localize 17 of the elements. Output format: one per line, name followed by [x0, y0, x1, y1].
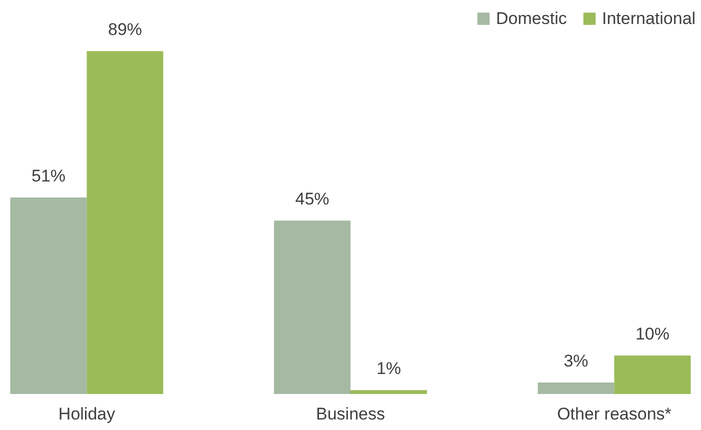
x-tick-label: Business — [316, 404, 385, 424]
bar — [274, 220, 350, 394]
data-label: 89% — [108, 20, 142, 40]
x-tick-label: Holiday — [58, 404, 116, 424]
x-tick-label: Other reasons* — [557, 404, 672, 424]
data-label: 45% — [295, 190, 330, 209]
bar — [538, 382, 614, 394]
data-label: 10% — [635, 324, 670, 344]
legend-label: International — [602, 8, 696, 28]
bar — [350, 390, 427, 394]
data-label: 3% — [564, 351, 588, 370]
data-label: 51% — [32, 166, 66, 186]
bar — [10, 198, 87, 394]
bar — [614, 355, 691, 394]
legend-label: Domestic — [496, 8, 568, 28]
bar — [86, 51, 164, 394]
data-label: 1% — [376, 359, 402, 378]
